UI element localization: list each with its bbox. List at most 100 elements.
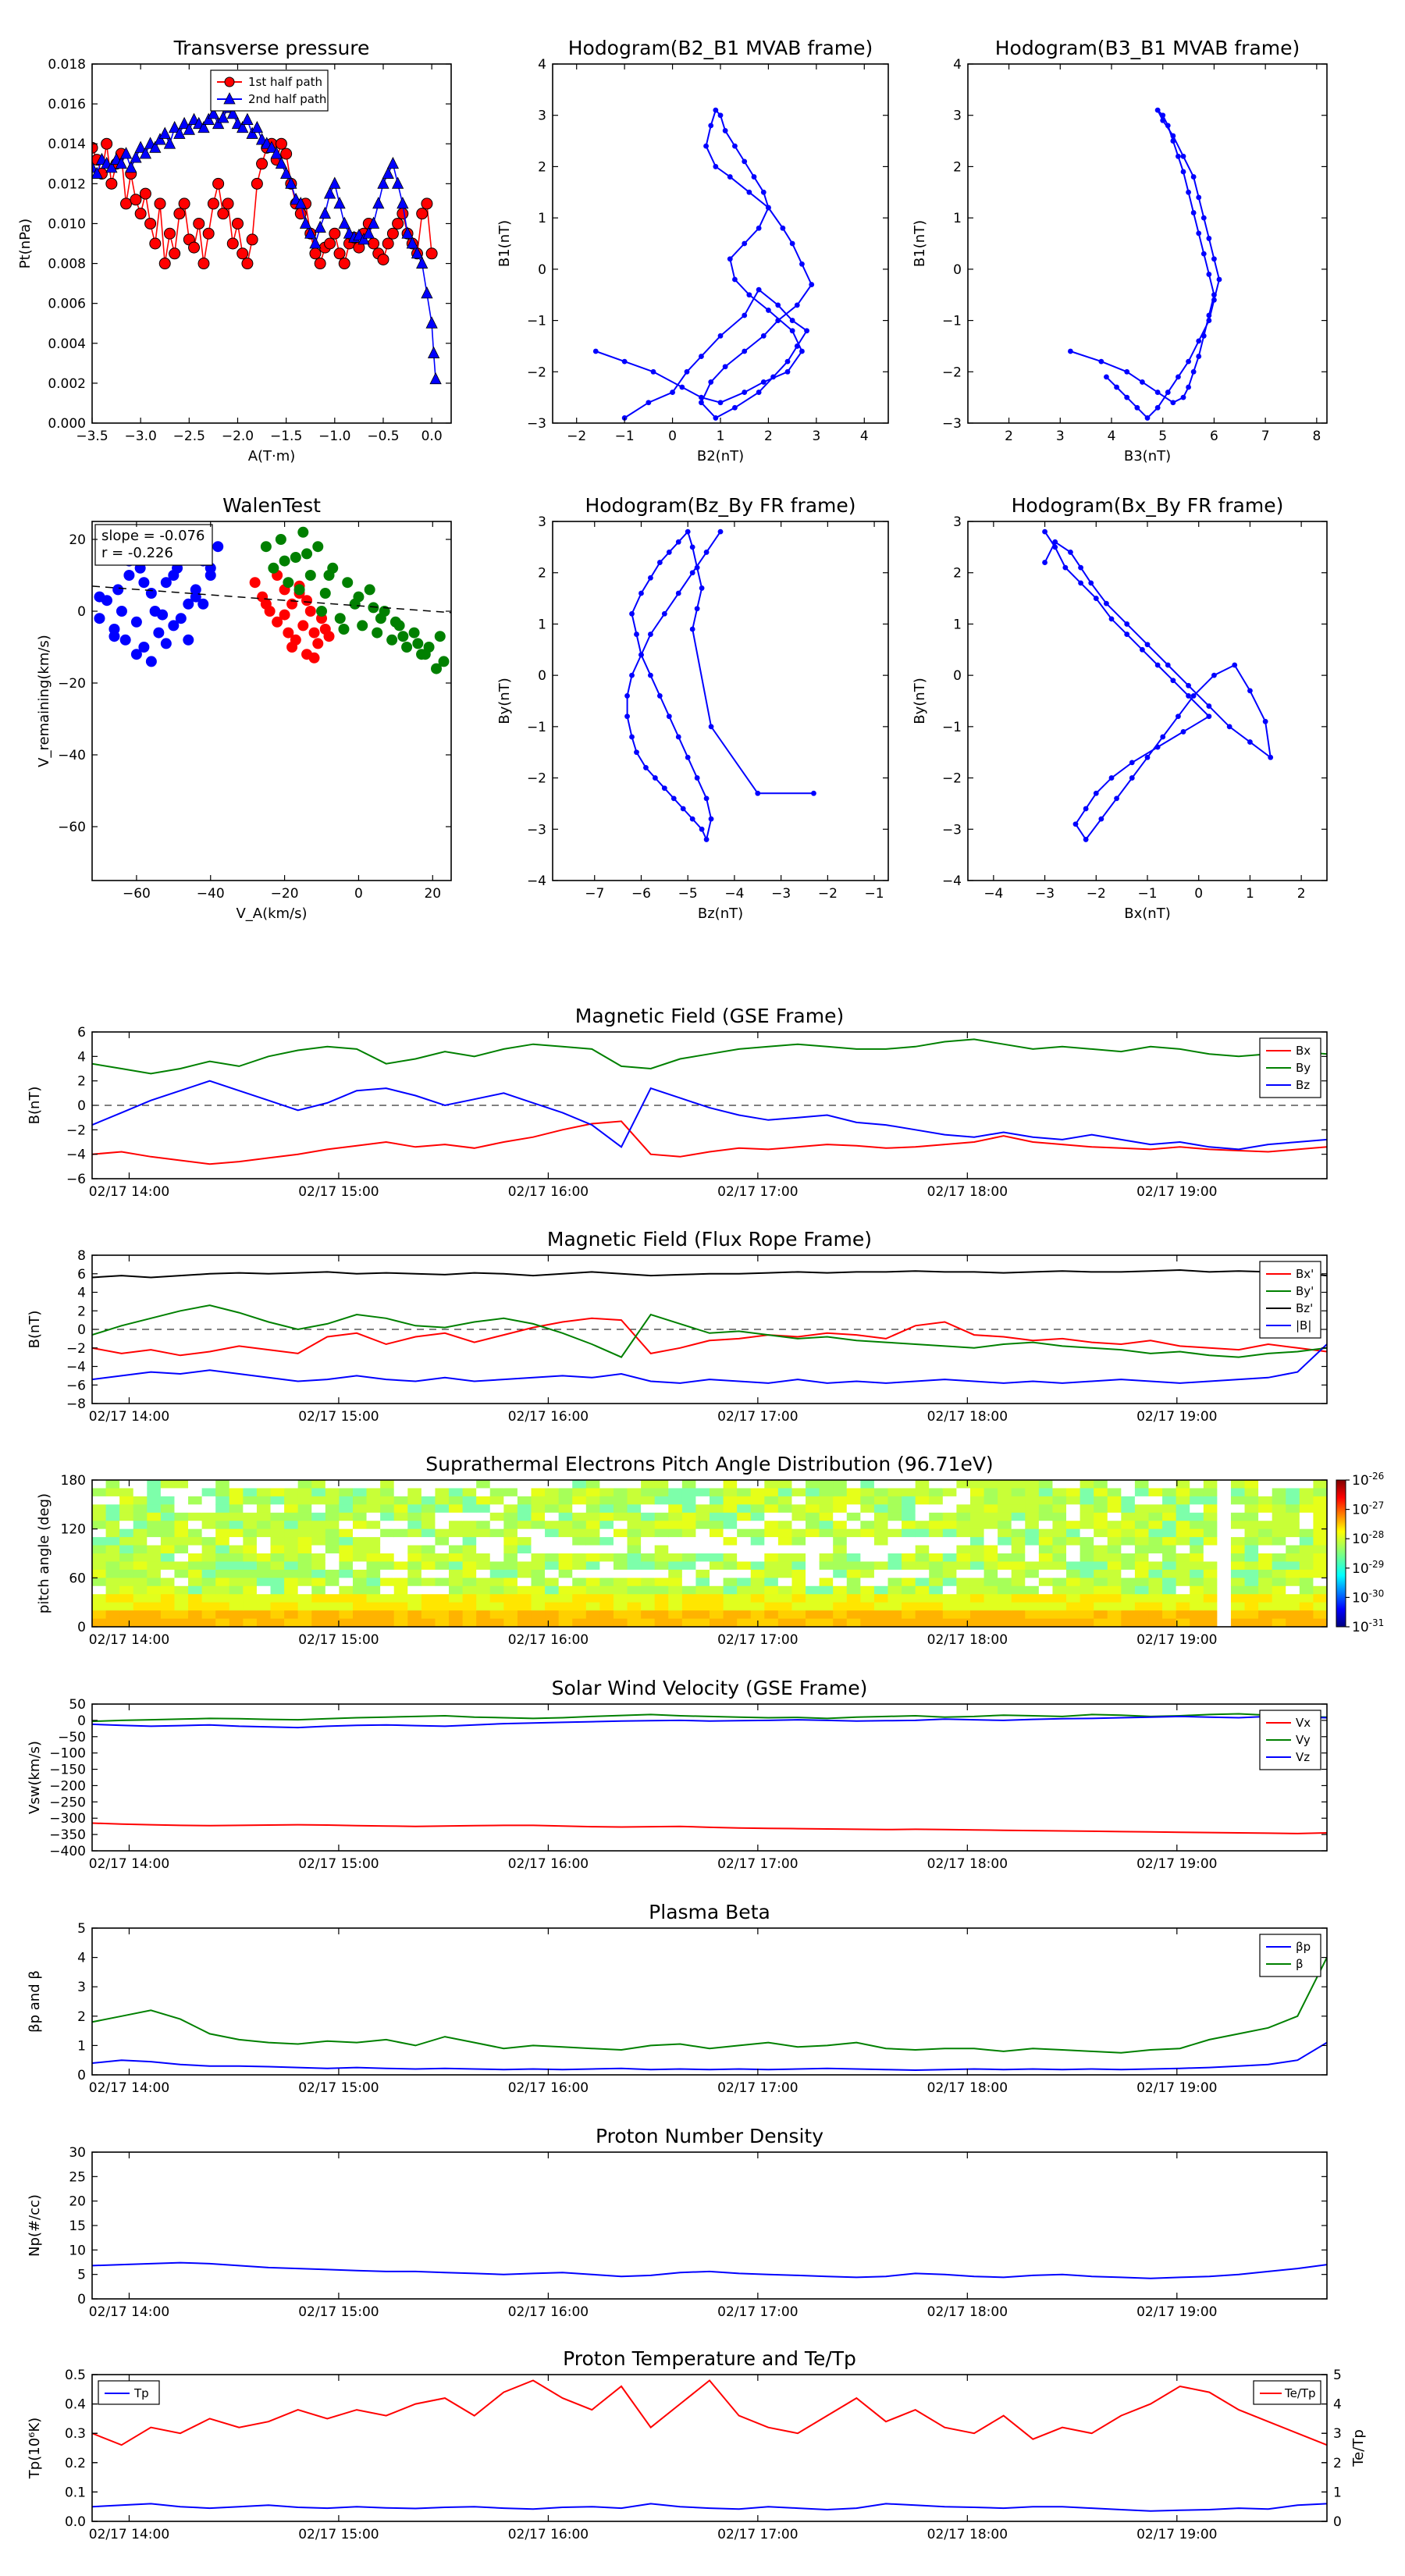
heatmap-cell <box>1299 1480 1314 1489</box>
heatmap-cell <box>1272 1561 1286 1571</box>
heatmap-cell <box>531 1512 546 1521</box>
heatmap-cell <box>380 1610 395 1620</box>
heatmap-cell <box>352 1561 368 1571</box>
heatmap-cell <box>710 1480 724 1489</box>
heatmap-cell <box>1190 1553 1204 1563</box>
series-line <box>92 1822 1327 1834</box>
heatmap-cell <box>777 1512 793 1521</box>
heatmap-cell <box>695 1553 710 1563</box>
heatmap-cell <box>1066 1561 1081 1571</box>
heatmap-cell <box>572 1496 587 1505</box>
heatmap-cell <box>1299 1537 1314 1546</box>
heatmap-cell <box>188 1496 203 1505</box>
heatmap-cell <box>311 1578 326 1587</box>
heatmap-cell <box>1272 1594 1286 1603</box>
heatmap-cell <box>1134 1561 1150 1571</box>
heatmap-cell <box>270 1569 285 1578</box>
heatmap-cell <box>613 1528 628 1538</box>
x-tick-label: 02/17 18:00 <box>927 1856 1008 1872</box>
heatmap-cell <box>998 1553 1012 1563</box>
data-point <box>357 232 370 245</box>
heatmap-cell <box>627 1521 642 1530</box>
heatmap-cell <box>984 1488 998 1497</box>
heatmap-cell <box>1217 1504 1232 1514</box>
heatmap-cell <box>407 1569 422 1578</box>
data-point <box>193 217 205 229</box>
data-point <box>260 598 272 610</box>
data-point <box>1206 713 1212 720</box>
data-point <box>304 226 317 239</box>
heatmap-cell <box>572 1488 587 1497</box>
heatmap-cell <box>1190 1504 1204 1514</box>
heatmap-cell <box>545 1488 560 1497</box>
heatmap-cell <box>599 1521 614 1530</box>
heatmap-cell <box>860 1553 875 1563</box>
heatmap-cell <box>339 1521 354 1530</box>
heatmap-cell <box>956 1521 971 1530</box>
x-tick-label: 8 <box>1312 429 1321 444</box>
x-tick-label: −3.5 <box>76 429 108 444</box>
heatmap-cell <box>1272 1585 1286 1595</box>
heatmap-cell <box>710 1618 724 1627</box>
data-point <box>656 560 663 565</box>
x-tick-label: 02/17 18:00 <box>927 1409 1008 1425</box>
data-point <box>169 247 181 260</box>
heatmap-cell <box>133 1528 148 1538</box>
heatmap-cell <box>1258 1602 1273 1611</box>
heatmap-cell <box>421 1553 436 1563</box>
colorbar-exponent: -27 <box>1369 1500 1385 1511</box>
y-tick-label: 10 <box>69 2243 86 2258</box>
y-tick-label: 5 <box>1333 2368 1342 2383</box>
x-axis-label: B2(nT) <box>697 448 744 464</box>
heatmap-cell <box>1094 1618 1108 1627</box>
data-point <box>775 318 781 323</box>
heatmap-cell <box>1258 1521 1273 1530</box>
y-tick-label: 1 <box>538 211 546 226</box>
heatmap-cell <box>641 1488 656 1497</box>
heatmap-cell <box>1134 1578 1150 1587</box>
heatmap-cell <box>668 1504 683 1514</box>
y-tick-label: −60 <box>58 820 86 835</box>
colorbar-bar <box>1336 1479 1346 1628</box>
heatmap-cell <box>819 1553 834 1563</box>
heatmap-cell <box>174 1569 189 1578</box>
heatmap-cell <box>1203 1488 1218 1497</box>
data-point <box>1211 297 1217 303</box>
heatmap-cell <box>1011 1561 1026 1571</box>
heatmap-cell <box>449 1480 464 1489</box>
heatmap-cell <box>366 1528 381 1538</box>
heatmap-cell <box>819 1610 834 1620</box>
heatmap-cell <box>352 1496 368 1505</box>
annotation-text: r = -0.226 <box>101 545 173 561</box>
y-tick-label: 1 <box>538 617 546 632</box>
heatmap-cell <box>380 1488 395 1497</box>
heatmap-cell <box>737 1561 752 1571</box>
heatmap-cell <box>585 1561 600 1571</box>
heatmap-cell <box>297 1480 312 1489</box>
data-point <box>699 394 704 400</box>
heatmap-cell <box>517 1578 532 1587</box>
heatmap-cell <box>531 1553 546 1563</box>
heatmap-cell <box>545 1521 560 1530</box>
legend-label: Bx <box>1296 1044 1311 1058</box>
heatmap-cell <box>407 1512 422 1521</box>
heatmap-cell <box>1107 1569 1122 1578</box>
data-point <box>412 638 424 649</box>
heatmap-cell <box>517 1528 532 1538</box>
heatmap-cell <box>435 1602 450 1611</box>
heatmap-cell <box>421 1585 436 1595</box>
y-tick-label: 0.3 <box>65 2426 86 2442</box>
heatmap-cell <box>229 1480 244 1489</box>
heatmap-cell <box>1134 1553 1150 1563</box>
heatmap-cell <box>929 1521 944 1530</box>
heatmap-cell <box>133 1545 148 1554</box>
heatmap-cell <box>860 1504 875 1514</box>
heatmap-cell <box>1148 1569 1163 1578</box>
heatmap-cell <box>1052 1561 1067 1571</box>
heatmap-cell <box>393 1480 408 1489</box>
heatmap-cell <box>627 1618 642 1627</box>
data-point <box>789 318 795 323</box>
heatmap-cell <box>393 1594 408 1603</box>
heatmap-cell <box>215 1528 230 1538</box>
heatmap-cell <box>681 1480 697 1489</box>
